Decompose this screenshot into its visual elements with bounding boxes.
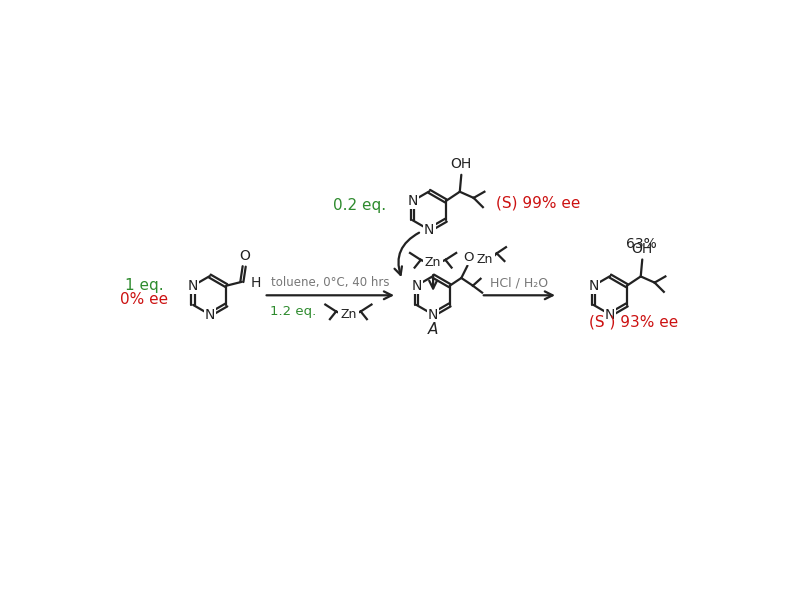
Text: A: A <box>428 322 438 337</box>
FancyArrowPatch shape <box>394 233 419 275</box>
Text: O: O <box>463 251 474 264</box>
Text: (S ) 93% ee: (S ) 93% ee <box>589 315 678 330</box>
Text: N: N <box>424 223 434 237</box>
Text: 0.2 eq.: 0.2 eq. <box>334 198 386 213</box>
Text: 0% ee: 0% ee <box>120 292 169 307</box>
Text: HCl / H₂O: HCl / H₂O <box>490 276 549 289</box>
Text: Zn: Zn <box>476 253 493 266</box>
Text: OH: OH <box>632 242 653 256</box>
Text: 63%: 63% <box>626 237 656 251</box>
Text: H: H <box>251 275 262 290</box>
Text: toluene, 0°C, 40 hrs: toluene, 0°C, 40 hrs <box>271 276 390 289</box>
Text: O: O <box>239 248 250 263</box>
Text: N: N <box>407 194 418 208</box>
Text: N: N <box>411 278 422 293</box>
Text: OH: OH <box>450 157 472 171</box>
Text: N: N <box>188 278 198 293</box>
Text: Zn: Zn <box>340 308 357 321</box>
Text: N: N <box>605 308 615 322</box>
Text: N: N <box>205 308 215 322</box>
Text: 1.2 eq.: 1.2 eq. <box>270 305 316 319</box>
Text: 1 eq.: 1 eq. <box>125 278 164 293</box>
Text: (S) 99% ee: (S) 99% ee <box>496 196 581 211</box>
Text: Zn: Zn <box>425 256 442 269</box>
Text: N: N <box>588 278 598 293</box>
Text: N: N <box>428 308 438 322</box>
